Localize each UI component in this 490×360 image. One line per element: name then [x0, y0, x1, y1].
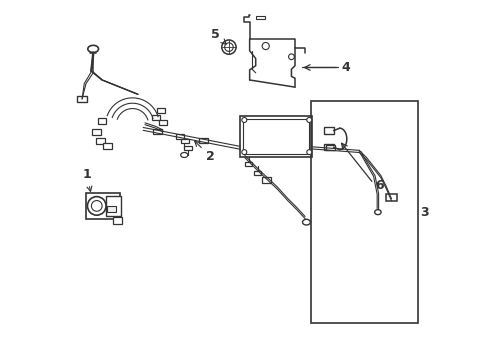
Bar [199, 138, 208, 143]
Bar [93, 129, 101, 135]
Bar [323, 127, 334, 134]
Circle shape [92, 201, 102, 211]
Text: 1: 1 [82, 168, 92, 192]
Circle shape [224, 43, 233, 51]
Circle shape [88, 197, 106, 215]
Bar [181, 139, 189, 143]
Circle shape [222, 40, 236, 54]
Bar [262, 177, 270, 183]
Bar [256, 16, 265, 19]
Bar [326, 145, 335, 150]
Bar [323, 144, 334, 150]
Bar [184, 146, 192, 150]
Ellipse shape [88, 45, 98, 53]
Circle shape [289, 54, 294, 60]
Bar [98, 118, 106, 124]
Text: 2: 2 [195, 141, 215, 163]
Bar [77, 96, 87, 102]
Text: 6: 6 [375, 179, 384, 192]
Bar [176, 134, 184, 139]
Circle shape [307, 150, 312, 155]
Bar [157, 108, 165, 113]
Ellipse shape [302, 219, 310, 225]
Text: 5: 5 [211, 28, 226, 44]
Bar [103, 143, 112, 149]
Text: 4: 4 [342, 61, 350, 74]
Bar [153, 129, 162, 134]
Bar [106, 196, 121, 216]
Bar [254, 171, 261, 175]
Bar [107, 206, 117, 212]
Bar [152, 115, 160, 120]
Ellipse shape [375, 210, 381, 215]
Bar [113, 217, 122, 224]
Bar [243, 118, 309, 154]
Circle shape [242, 150, 247, 155]
Ellipse shape [181, 153, 188, 157]
Circle shape [307, 117, 312, 122]
Circle shape [262, 42, 270, 50]
Bar [159, 120, 167, 125]
Bar [245, 162, 252, 166]
Bar [386, 194, 397, 202]
Bar [86, 193, 120, 219]
Circle shape [242, 117, 247, 122]
Bar [311, 102, 418, 323]
Bar [241, 116, 312, 157]
Text: 3: 3 [420, 206, 429, 219]
Bar [96, 138, 104, 144]
